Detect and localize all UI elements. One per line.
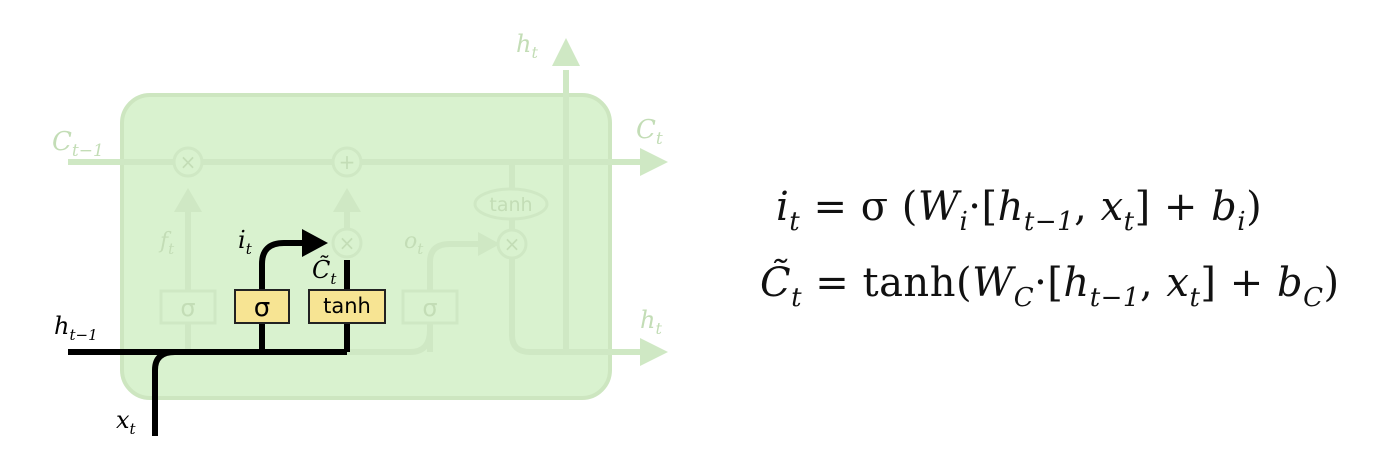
x-input-label: xt xyxy=(116,406,137,438)
faded-labels: Ct−1 Ct ht ht ft ot xyxy=(52,30,663,338)
output-multiply-symbol: × xyxy=(504,232,521,256)
forget-multiply-symbol: × xyxy=(180,150,197,174)
o-gate-label: ot xyxy=(404,229,424,258)
input-gate-label: σ xyxy=(254,293,270,323)
candidate-gate-label: tanh xyxy=(323,294,371,318)
active-paths xyxy=(68,240,350,436)
h-top-label: ht xyxy=(516,30,538,62)
active-labels: it C̃t ht−1 xt xyxy=(54,226,337,438)
candidate-gate-box xyxy=(308,289,386,324)
input-multiply-symbol: × xyxy=(339,231,356,255)
c-prev-label: Ct−1 xyxy=(52,127,104,161)
cell-add-symbol: + xyxy=(339,150,356,174)
c-next-label: Ct xyxy=(636,115,663,149)
active-gates xyxy=(234,289,386,324)
cell-tanh-op xyxy=(473,187,549,221)
input-gate-equation: it = σ (Wi·[ht−1, xt] + bi) xyxy=(776,184,1263,237)
faded-paths xyxy=(68,70,640,355)
forget-gate-box xyxy=(159,289,217,325)
h-right-label: ht xyxy=(640,306,662,338)
cell-add-op xyxy=(331,146,363,178)
i-gate-label: it xyxy=(238,226,253,258)
cell-tanh-label: tanh xyxy=(489,194,532,216)
faded-operators xyxy=(172,146,549,260)
forget-multiply-op xyxy=(172,146,204,178)
input-gate-box xyxy=(234,289,290,324)
active-gate-labels: σ tanh xyxy=(254,293,371,323)
faded-gates xyxy=(159,289,459,325)
candidate-equation: C̃t = tanh(WC·[ht−1, xt] + bC) xyxy=(760,260,1340,313)
input-gate-arrowhead xyxy=(302,229,328,257)
c-tilde-label: C̃t xyxy=(312,256,337,288)
faded-arrowheads xyxy=(174,38,668,366)
faded-gate-labels: σ σ xyxy=(180,294,437,322)
h-prev-label: ht−1 xyxy=(54,312,98,344)
input-multiply-op xyxy=(331,227,363,259)
input-gate-arrow-path xyxy=(259,240,305,291)
output-gate-label: σ xyxy=(422,294,437,322)
forget-gate-label: σ xyxy=(180,294,195,322)
output-gate-box xyxy=(401,289,459,325)
output-multiply-op xyxy=(496,228,528,260)
faded-operator-symbols: × + × × tanh xyxy=(180,150,533,256)
